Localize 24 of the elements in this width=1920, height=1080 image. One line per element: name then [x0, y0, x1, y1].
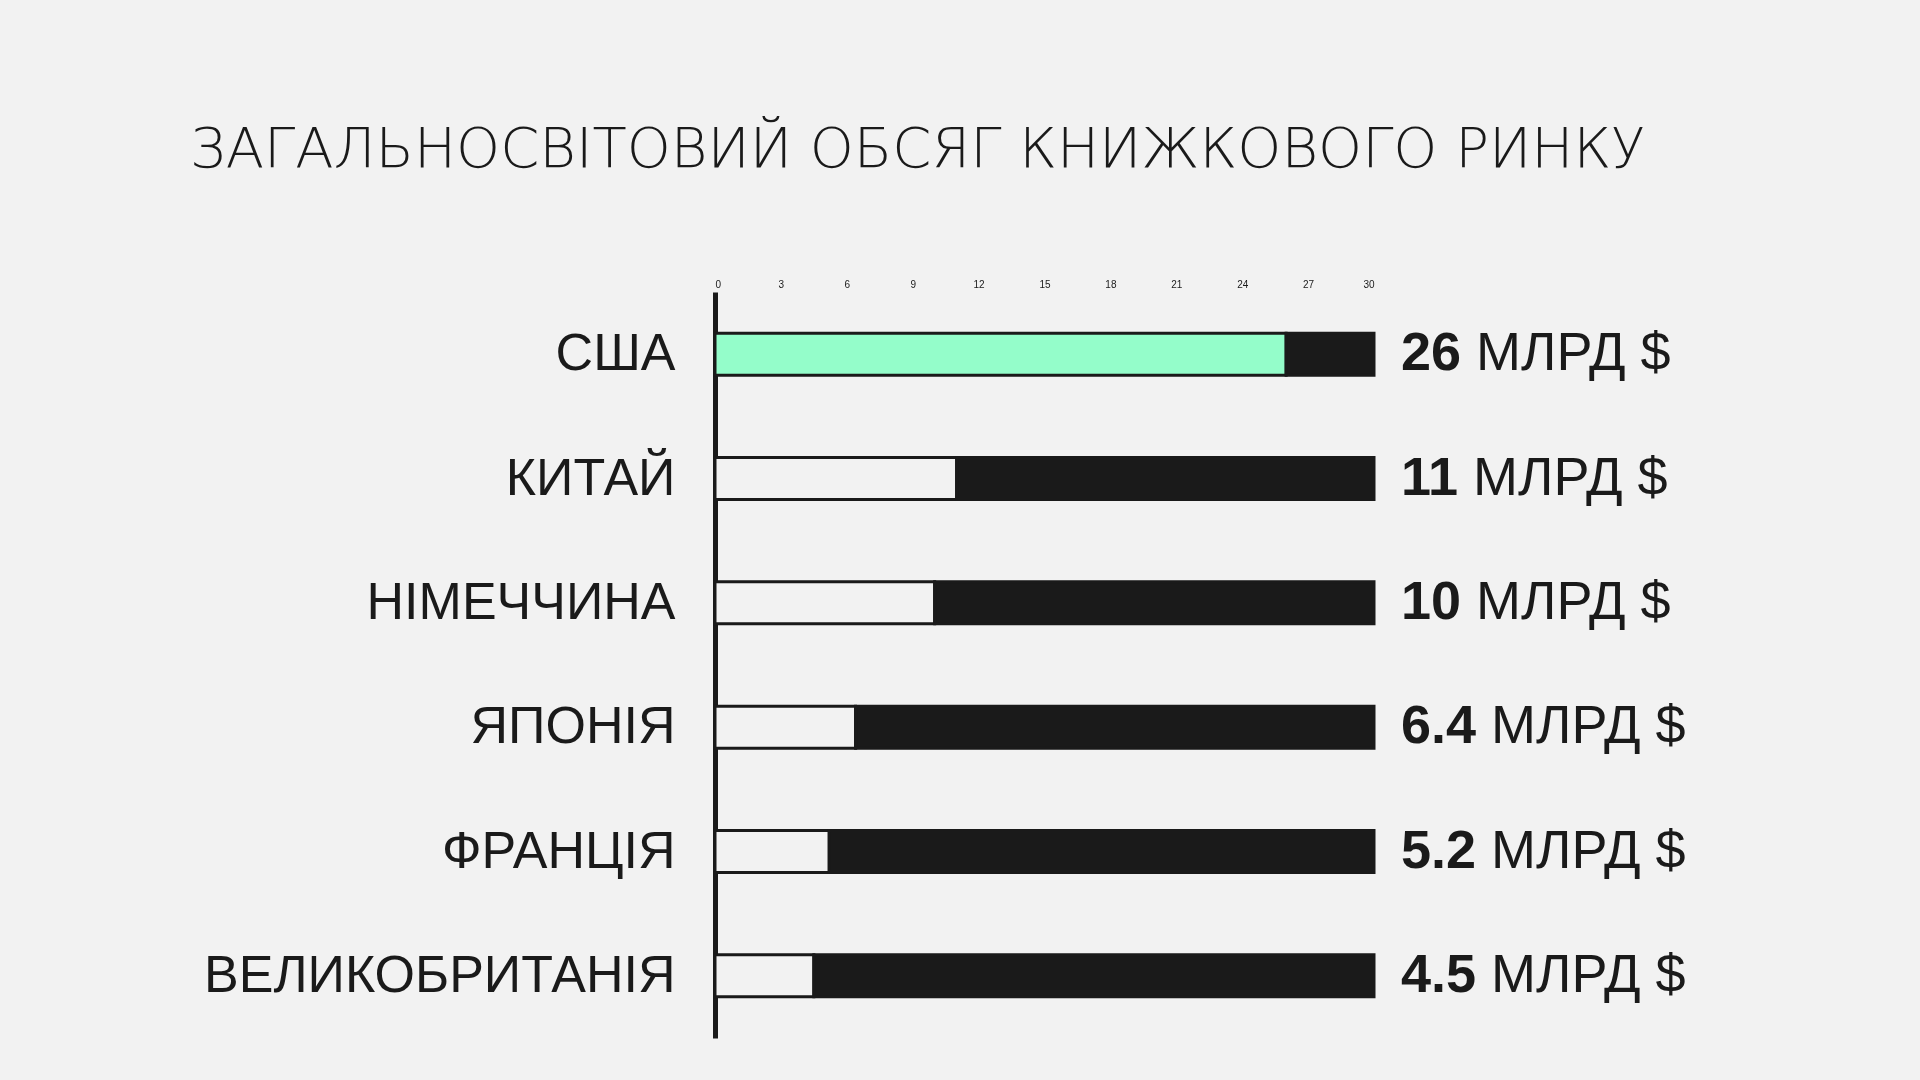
- x-tick-label: 12: [973, 278, 986, 290]
- x-tick-label: 3: [778, 278, 785, 290]
- data-label: 11 МЛРД $: [1401, 445, 1668, 506]
- y-tick-label: ФРАНЦІЯ: [442, 820, 676, 879]
- data-label: 5.2 МЛРД $: [1401, 818, 1686, 879]
- data-label: 10 МЛРД $: [1401, 569, 1671, 630]
- y-tick-label: США: [555, 323, 676, 382]
- y-tick-label: ЯПОНІЯ: [470, 696, 676, 755]
- y-tick-label: КИТАЙ: [505, 447, 676, 506]
- x-tick-label: 27: [1303, 278, 1315, 290]
- x-tick-label: 15: [1039, 278, 1051, 290]
- data-label: 4.5 МЛРД $: [1401, 942, 1686, 1003]
- x-tick-label: 9: [910, 278, 917, 290]
- x-tick-label: 0: [715, 278, 722, 290]
- chart-title: ЗАГАЛЬНОСВІТОВИЙ ОБСЯГ КНИЖКОВОГО РИНКУ: [190, 115, 1646, 180]
- x-tick-label: 6: [844, 278, 851, 290]
- x-tick-label: 30: [1363, 278, 1375, 290]
- x-tick-label: 21: [1171, 278, 1183, 290]
- y-tick-label: НІМЕЧЧИНА: [366, 571, 676, 630]
- x-tick-label: 24: [1237, 278, 1249, 290]
- data-label: 26 МЛРД $: [1401, 321, 1671, 382]
- data-label: 6.4 МЛРД $: [1401, 694, 1686, 755]
- y-tick-label: ВЕЛИКОБРИТАНІЯ: [204, 944, 676, 1003]
- x-tick-label: 18: [1105, 278, 1117, 290]
